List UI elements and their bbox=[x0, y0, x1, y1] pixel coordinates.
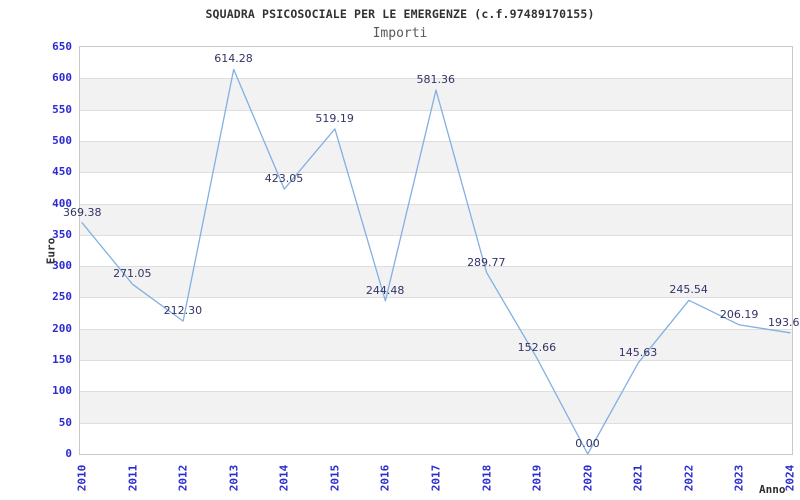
gridline bbox=[80, 234, 792, 236]
x-tick-label: 2010 bbox=[75, 464, 89, 492]
point-label: 193.6 bbox=[768, 315, 800, 329]
x-axis-title: Anno bbox=[759, 483, 786, 496]
x-tick-label: 2012 bbox=[176, 464, 190, 492]
y-tick-label: 200 bbox=[52, 321, 72, 335]
y-tick-label: 650 bbox=[52, 40, 72, 53]
background-band bbox=[80, 203, 792, 235]
point-label: 245.54 bbox=[669, 283, 708, 297]
y-tick-label: 450 bbox=[52, 165, 72, 179]
point-label: 212.30 bbox=[163, 304, 203, 318]
x-tick-label: 2017 bbox=[429, 464, 443, 492]
gridline bbox=[80, 391, 792, 393]
point-label: 244.48 bbox=[365, 283, 405, 297]
chart-subtitle: Importi bbox=[372, 26, 428, 41]
gridline bbox=[80, 266, 792, 268]
x-tick-label: 2023 bbox=[732, 464, 746, 492]
point-label: 271.05 bbox=[113, 267, 152, 281]
chart-title: SQUADRA PSICOSOCIALE PER LE EMERGENZE (c… bbox=[205, 7, 595, 21]
x-tick-label: 2019 bbox=[530, 464, 544, 492]
plot-area bbox=[79, 46, 793, 455]
gridline bbox=[80, 360, 792, 362]
y-tick-label: 50 bbox=[58, 415, 72, 429]
y-tick-label: 0 bbox=[65, 447, 72, 460]
background-band bbox=[80, 140, 792, 173]
gridline bbox=[80, 172, 792, 174]
point-label: 614.28 bbox=[214, 52, 253, 66]
x-tick-label: 2013 bbox=[227, 464, 241, 492]
y-tick-label: 550 bbox=[52, 102, 72, 116]
x-tick-label: 2022 bbox=[682, 464, 696, 492]
y-tick-label: 100 bbox=[52, 384, 72, 398]
y-tick-label: 600 bbox=[52, 71, 72, 85]
gridline bbox=[80, 140, 792, 142]
gridline bbox=[80, 422, 792, 424]
x-tick-label: 2015 bbox=[328, 464, 342, 492]
y-tick-label: 350 bbox=[52, 227, 72, 241]
y-tick-label: 300 bbox=[52, 259, 72, 273]
point-label: 423.05 bbox=[264, 172, 304, 186]
gridline bbox=[80, 109, 792, 111]
point-label: 0.00 bbox=[575, 437, 600, 450]
point-label: 145.63 bbox=[618, 345, 658, 359]
point-label: 369.38 bbox=[63, 205, 102, 219]
y-tick-label: 150 bbox=[52, 353, 72, 367]
point-label: 152.66 bbox=[517, 341, 557, 355]
y-tick-label: 250 bbox=[52, 290, 72, 304]
x-tick-label: 2024 bbox=[783, 464, 797, 492]
x-tick-label: 2021 bbox=[631, 464, 645, 492]
x-tick-label: 2016 bbox=[378, 464, 392, 492]
y-axis-title: Euro bbox=[44, 237, 58, 265]
background-band bbox=[80, 391, 792, 423]
point-label: 289.77 bbox=[467, 255, 506, 269]
point-label: 581.36 bbox=[416, 72, 456, 86]
point-label: 519.19 bbox=[315, 111, 354, 125]
y-tick-label: 500 bbox=[52, 133, 72, 147]
point-label: 206.19 bbox=[719, 307, 759, 321]
x-tick-label: 2011 bbox=[126, 464, 140, 492]
x-tick-label: 2020 bbox=[581, 464, 595, 492]
x-tick-label: 2018 bbox=[480, 464, 494, 492]
background-band bbox=[80, 328, 792, 361]
gridline bbox=[80, 203, 792, 205]
gridline bbox=[80, 328, 792, 330]
gridline bbox=[80, 297, 792, 299]
x-tick-label: 2014 bbox=[277, 464, 291, 492]
y-tick-label: 400 bbox=[52, 196, 72, 210]
